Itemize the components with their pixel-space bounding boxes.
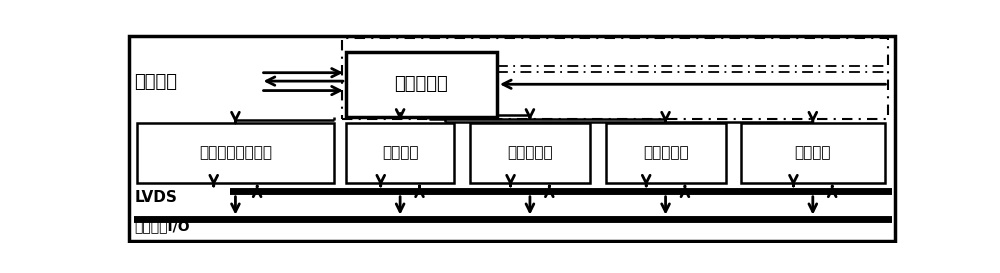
FancyBboxPatch shape: [470, 123, 590, 183]
Text: 信号量模块: 信号量模块: [643, 146, 688, 161]
Text: 测试信号I/O: 测试信号I/O: [134, 219, 190, 233]
Text: 模拟量模块: 模拟量模块: [507, 146, 553, 161]
Text: 其他模块: 其他模块: [795, 146, 831, 161]
Text: 远程网络: 远程网络: [134, 73, 177, 91]
FancyBboxPatch shape: [137, 123, 334, 183]
Text: 嵌入式计算机模块: 嵌入式计算机模块: [199, 146, 272, 161]
FancyBboxPatch shape: [741, 123, 885, 183]
Text: 通讯模块: 通讯模块: [382, 146, 418, 161]
FancyBboxPatch shape: [346, 52, 497, 117]
FancyBboxPatch shape: [606, 123, 726, 183]
Text: LVDS: LVDS: [134, 190, 177, 205]
FancyBboxPatch shape: [129, 36, 895, 241]
Text: 交换机模块: 交换机模块: [395, 75, 448, 93]
FancyBboxPatch shape: [346, 123, 454, 183]
